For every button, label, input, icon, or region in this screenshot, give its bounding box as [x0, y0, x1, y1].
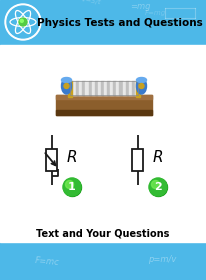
Bar — [70, 81, 137, 95]
Text: p=m/v: p=m/v — [147, 255, 176, 264]
Bar — [56, 95, 151, 115]
Circle shape — [64, 83, 69, 88]
Circle shape — [151, 180, 159, 188]
Ellipse shape — [136, 78, 146, 83]
Ellipse shape — [61, 78, 71, 83]
Circle shape — [138, 83, 143, 88]
Bar — [91, 81, 94, 95]
Text: Text and Your Questions: Text and Your Questions — [36, 228, 169, 238]
Text: F=mc: F=mc — [35, 256, 60, 267]
Text: R: R — [67, 151, 77, 165]
Bar — [82, 81, 85, 95]
Bar — [85, 81, 88, 95]
Bar — [135, 81, 139, 97]
Bar — [125, 81, 128, 95]
Bar — [94, 81, 97, 95]
Text: V=S/t: V=S/t — [80, 0, 101, 6]
Bar — [0, 45, 206, 47]
Text: 1: 1 — [68, 183, 76, 193]
Bar — [70, 81, 137, 95]
Bar — [70, 81, 73, 95]
Bar — [68, 81, 72, 97]
Text: F=mg: F=mg — [144, 10, 165, 16]
Bar — [103, 81, 107, 95]
Bar — [119, 81, 122, 95]
Bar — [73, 81, 76, 95]
Bar — [97, 81, 100, 95]
Circle shape — [7, 6, 39, 38]
Bar — [46, 149, 57, 171]
Bar — [110, 81, 113, 95]
Text: 2: 2 — [153, 183, 161, 193]
Bar — [107, 81, 110, 95]
Bar — [0, 224, 206, 242]
Bar — [128, 81, 131, 95]
Bar — [116, 81, 119, 95]
Circle shape — [149, 179, 167, 197]
Circle shape — [20, 19, 23, 22]
Circle shape — [5, 4, 41, 40]
Circle shape — [19, 18, 27, 26]
Text: =mg: =mg — [129, 2, 150, 11]
Ellipse shape — [136, 78, 146, 94]
Circle shape — [63, 178, 81, 196]
Circle shape — [65, 180, 73, 188]
Bar — [79, 81, 82, 95]
Bar — [76, 81, 79, 95]
Ellipse shape — [61, 78, 71, 94]
Bar — [56, 110, 151, 115]
Circle shape — [63, 179, 81, 197]
Bar — [134, 81, 137, 95]
Bar — [122, 81, 125, 95]
Circle shape — [148, 178, 166, 196]
Bar — [132, 149, 143, 171]
Bar — [0, 0, 206, 45]
Bar — [131, 81, 134, 95]
Bar — [113, 81, 116, 95]
Bar — [100, 81, 103, 95]
Bar — [88, 81, 91, 95]
Bar — [56, 95, 151, 99]
Text: Physics Tests and Questions: Physics Tests and Questions — [37, 18, 202, 28]
Text: R: R — [152, 151, 163, 165]
Bar — [0, 242, 206, 280]
